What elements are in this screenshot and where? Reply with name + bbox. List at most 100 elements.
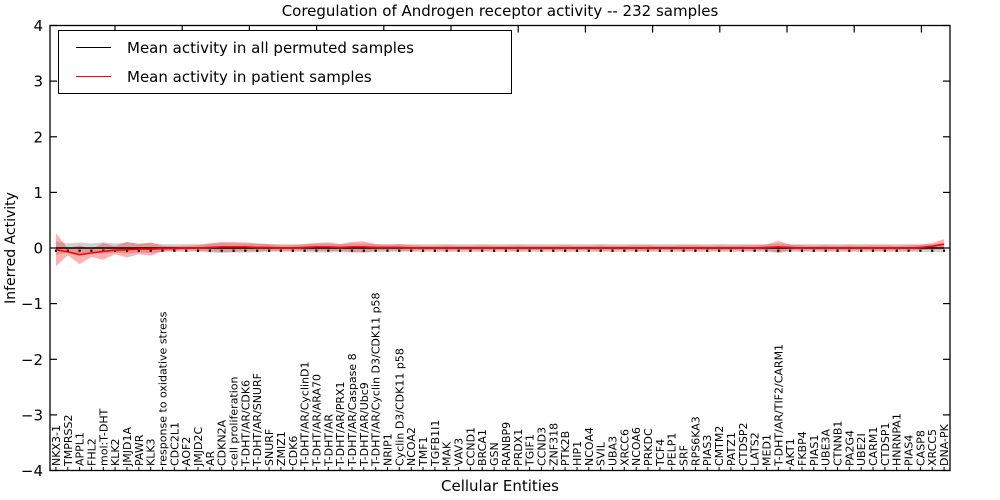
- data-point-marker: [741, 249, 744, 252]
- data-point-marker: [623, 249, 626, 252]
- data-point-marker: [220, 249, 223, 252]
- x-tick-label: XRCC5: [926, 429, 939, 466]
- x-tick-label: BRCA1: [476, 429, 489, 466]
- y-tick-label: −1: [21, 295, 43, 313]
- data-point-marker: [800, 249, 804, 252]
- data-point-marker: [564, 249, 567, 252]
- data-point-marker: [682, 249, 685, 252]
- x-tick-label: NCOA2: [405, 427, 418, 466]
- x-tick-label: TCF4: [654, 439, 667, 467]
- data-point-marker: [658, 249, 661, 252]
- x-tick-label: T-DHT/AR/Caspase 8: [346, 353, 359, 467]
- x-tick-label: GSN: [488, 442, 501, 466]
- y-tick-label: 1: [33, 184, 43, 202]
- legend-label-patient: Mean activity in patient samples: [127, 67, 372, 86]
- x-tick-label: CTDSP1: [879, 423, 892, 466]
- x-tick-label: SNURF: [263, 429, 276, 466]
- x-tick-label: FHL2: [85, 438, 98, 466]
- data-point-marker: [232, 249, 235, 252]
- data-point-marker: [291, 249, 294, 252]
- data-point-marker: [149, 249, 152, 252]
- data-point-marker: [931, 249, 934, 252]
- data-point-marker: [208, 249, 211, 252]
- x-tick-label: T-DHT/AR: [322, 414, 335, 467]
- data-point-marker: [765, 249, 768, 252]
- x-tick-label: RPS6KA3: [689, 416, 702, 466]
- data-point-marker: [445, 249, 448, 252]
- permuted-line-swatch: [76, 47, 111, 48]
- data-point-marker: [421, 249, 425, 252]
- x-tick-label: PA2G4: [843, 430, 856, 466]
- x-tick-label: UBE3A: [820, 428, 833, 466]
- x-tick-label: KLK3: [145, 438, 158, 466]
- x-axis-label: Cellular Entities: [441, 477, 559, 495]
- x-tick-label: AOF2: [180, 437, 193, 466]
- y-tick-label: 4: [33, 17, 43, 35]
- x-tick-label: ZNF318: [547, 423, 560, 466]
- x-tick-label: PRDX1: [512, 429, 525, 466]
- x-tick-label: VAV3: [453, 438, 466, 466]
- x-tick-label: UBE2I: [855, 433, 868, 466]
- x-tick-label: APPL1: [74, 432, 87, 466]
- data-point-marker: [540, 249, 543, 252]
- y-tick-label: 3: [33, 73, 43, 91]
- x-tick-label: PIAS1: [808, 435, 821, 466]
- x-tick-label: PTK2B: [559, 431, 572, 466]
- x-tick-label: FKBP4: [796, 431, 809, 466]
- legend-entry-patient: Mean activity in patient samples: [59, 63, 511, 91]
- x-tick-label: PIAS4: [903, 435, 916, 466]
- x-tick-label: SRF: [678, 445, 691, 466]
- x-tick-label: XRCC6: [618, 429, 631, 466]
- data-point-marker: [54, 249, 57, 252]
- data-point-marker: [670, 249, 673, 252]
- data-point-marker: [516, 249, 519, 252]
- data-point-marker: [871, 249, 875, 252]
- x-tick-label: T-DHT/AR/Cyclin D3/CDK11 p58: [370, 292, 383, 467]
- data-point-marker: [646, 249, 650, 252]
- x-tick-label: response to oxidative stress: [157, 311, 170, 466]
- x-tick-label: T-DHT/AR/ARA70: [310, 374, 323, 467]
- x-tick-label: NCOA4: [583, 427, 596, 466]
- x-tick-label: ZMIZ1: [275, 431, 288, 466]
- x-tick-label: PAWR: [133, 434, 146, 466]
- y-tick-label: 0: [33, 240, 43, 258]
- y-axis-label: Inferred Activity: [3, 192, 19, 304]
- x-tick-label: CASP8: [914, 430, 927, 466]
- legend-entry-permuted: Mean activity in all permuted samples: [59, 34, 511, 62]
- x-tick-label: AKT1: [784, 438, 797, 466]
- y-tick-label: −2: [21, 351, 43, 369]
- x-tick-label: LATS2: [749, 432, 762, 466]
- data-point-marker: [943, 249, 946, 252]
- data-point-marker: [185, 249, 188, 252]
- x-tick-label: TMF1: [417, 436, 430, 467]
- x-tick-label: T-DHT/AR/SNURF: [251, 373, 264, 467]
- patient-mean-line: [55, 243, 945, 256]
- x-tick-label: CARM1: [867, 427, 880, 466]
- data-point-marker: [753, 249, 756, 252]
- y-tick-label: −3: [21, 406, 43, 424]
- x-tick-label: NKX3-1: [50, 425, 63, 466]
- x-tick-label: UBA3: [607, 436, 620, 466]
- x-tick-label: NCOA6: [630, 427, 643, 466]
- data-point-marker: [718, 249, 721, 252]
- data-point-marker: [883, 249, 886, 252]
- x-tick-label: DNA-PK: [938, 423, 951, 466]
- x-tick-label: Cyclin D3/CDK11 p58: [393, 348, 406, 466]
- data-point-marker: [327, 249, 330, 252]
- x-tick-label: SVIL: [595, 441, 608, 466]
- data-point-marker: [848, 249, 851, 252]
- x-tick-label: HIP1: [571, 441, 584, 466]
- data-point-marker: [125, 249, 129, 252]
- data-point-marker: [836, 249, 839, 252]
- x-tick-label: CDK6: [287, 436, 300, 466]
- data-point-marker: [161, 249, 164, 252]
- x-tick-label: KLK2: [109, 438, 122, 466]
- x-tick-label: RANBP9: [500, 422, 513, 466]
- x-tick-label: TMPRSS2: [62, 415, 75, 467]
- legend-label-permuted: Mean activity in all permuted samples: [127, 38, 414, 57]
- data-point-marker: [433, 249, 436, 252]
- data-point-marker: [635, 249, 638, 252]
- chart-title: Coregulation of Androgen receptor activi…: [281, 2, 719, 20]
- x-tick-label: CCND3: [535, 427, 548, 466]
